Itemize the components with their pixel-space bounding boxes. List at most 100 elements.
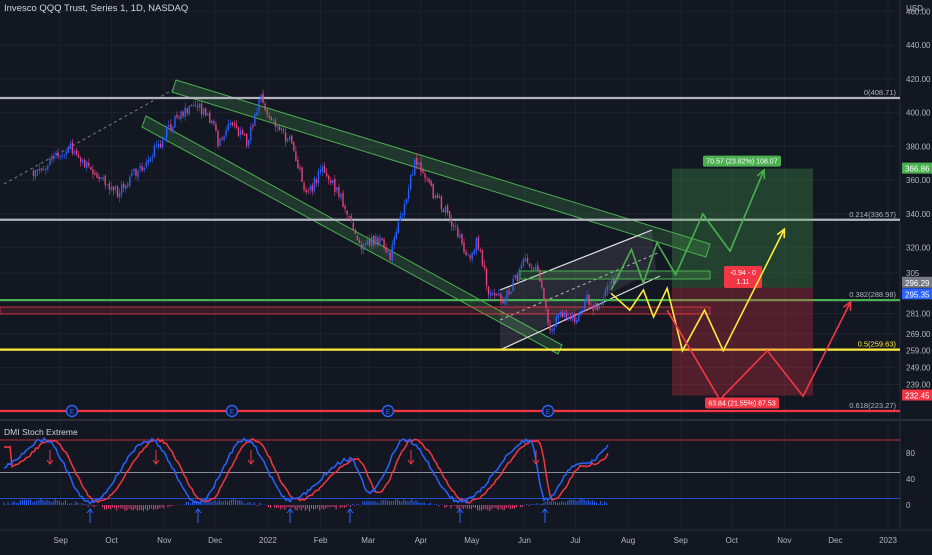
candle-body: [282, 129, 285, 132]
candle-body: [225, 129, 227, 136]
candle-body: [90, 166, 92, 170]
candle-body: [327, 176, 330, 180]
candle-body: [346, 210, 348, 215]
candle-body: [170, 123, 172, 131]
info-text-2: 1.11: [736, 279, 749, 286]
candle-body: [483, 264, 486, 269]
candle-body: [163, 138, 166, 140]
candle-body: [192, 104, 195, 106]
candle-body: [518, 269, 521, 282]
price-axis-tick: 340.00: [906, 210, 931, 219]
channel-lower-band: [141, 115, 563, 355]
candle-body: [381, 238, 383, 241]
candle-body: [569, 316, 572, 320]
candle-body: [321, 166, 324, 172]
candle-body: [278, 126, 281, 131]
price-axis-tick: 305: [906, 269, 920, 278]
candle-body: [258, 100, 260, 111]
candle-body: [364, 243, 367, 245]
candle-body: [510, 291, 512, 294]
candle-body: [104, 175, 106, 186]
candle-body: [481, 250, 484, 266]
candle-body: [565, 313, 568, 318]
candle-body: [539, 269, 541, 282]
candle-body: [243, 134, 246, 136]
scenario-path-yellow: [610, 228, 786, 353]
candle-body: [106, 184, 108, 186]
candle-body: [409, 175, 412, 190]
candle-body: [215, 123, 217, 131]
candle-body: [336, 187, 338, 191]
candle-body: [114, 186, 117, 190]
candle-body: [211, 120, 213, 124]
candle-body: [373, 235, 375, 245]
candle-body: [430, 181, 432, 186]
buy-arrow-head: [541, 508, 549, 514]
candles: [32, 89, 621, 335]
candle-body: [32, 170, 35, 176]
candle-body: [266, 109, 268, 115]
candle-body: [543, 287, 545, 300]
candle-body: [461, 233, 463, 244]
candle-body: [127, 184, 129, 186]
candle-body: [576, 320, 578, 323]
event-marker-letter: E: [386, 409, 391, 416]
fib-label-0.618: 0.618(223.27): [849, 401, 896, 410]
candle-body: [59, 156, 61, 158]
indicator-title[interactable]: DMI Stoch Extreme: [4, 427, 78, 437]
candle-body: [311, 185, 313, 192]
event-marker-letter: E: [546, 409, 551, 416]
candle-body: [118, 192, 121, 198]
candle-body: [422, 169, 424, 173]
candle-body: [520, 265, 523, 270]
price-axis-tick: 360.00: [906, 176, 931, 185]
candle-body: [190, 104, 193, 106]
candle-body: [403, 204, 406, 216]
candle-body: [455, 226, 457, 228]
candle-body: [362, 244, 365, 251]
candle-body: [432, 184, 434, 199]
candle-body: [360, 244, 363, 250]
candle-body: [596, 303, 598, 310]
candle-body: [229, 123, 231, 125]
candle-body: [125, 185, 127, 190]
candle-body: [186, 108, 188, 114]
candle-body: [524, 258, 527, 261]
candle-body: [291, 135, 293, 144]
candle-body: [399, 215, 402, 221]
candle-body: [477, 237, 480, 249]
candle-body: [96, 173, 98, 178]
candle-body: [135, 168, 137, 176]
stoch-axis-tick: 40: [906, 475, 915, 484]
candle-body: [227, 124, 229, 130]
candle-body: [51, 158, 53, 160]
time-axis-tick: Sep: [674, 536, 689, 545]
candle-body: [84, 160, 86, 168]
candle-body: [217, 131, 219, 147]
candle-body: [485, 268, 488, 286]
price-axis-tick: 281.00: [906, 310, 931, 319]
event-marker: [65, 404, 79, 418]
candle-body: [49, 158, 51, 166]
candle-body: [264, 103, 266, 111]
candle-body: [479, 249, 482, 251]
info-box: [724, 266, 762, 288]
candle-body: [63, 154, 65, 156]
candle-body: [178, 117, 180, 119]
target-label-box: [703, 155, 781, 167]
candle-body: [428, 178, 430, 183]
candle-body: [457, 227, 459, 237]
candle-body: [73, 151, 76, 153]
event-marker: [541, 404, 555, 418]
price-tag-box: [902, 389, 932, 401]
candle-body: [79, 158, 82, 162]
fib-label-0.5: 0.5(259.63): [858, 340, 897, 349]
candle-body: [555, 316, 557, 327]
candle-body: [172, 126, 174, 132]
price-axis-tick: 400.00: [906, 109, 931, 118]
candle-body: [541, 280, 543, 288]
time-axis-tick: May: [464, 536, 479, 545]
candle-body: [600, 303, 603, 305]
